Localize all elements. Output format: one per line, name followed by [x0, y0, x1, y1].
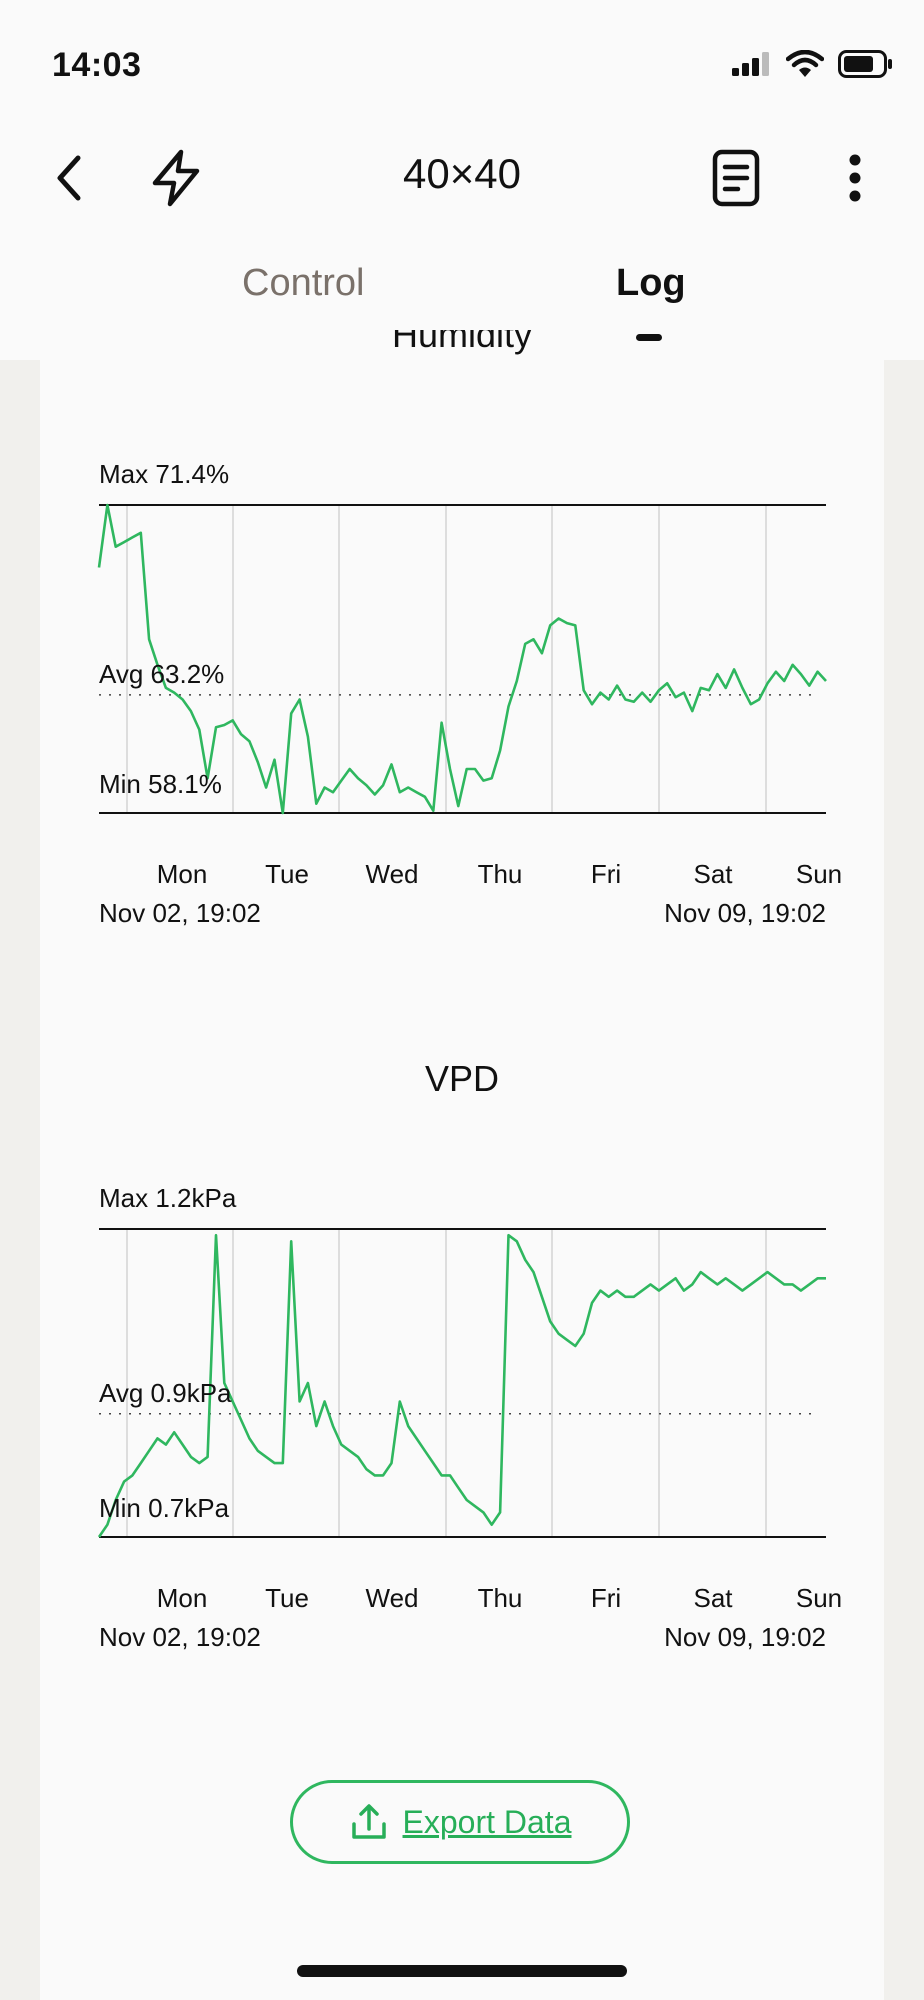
humidity-day-label-sat: Sat — [693, 859, 733, 889]
export-data-label: Export Data — [402, 1803, 572, 1840]
humidity-day-label-mon: Mon — [157, 859, 208, 889]
vpd-series-line — [97, 1233, 826, 1538]
humidity-end-label: Nov 09, 19:02 — [664, 898, 826, 928]
humidity-day-label-thu: Thu — [478, 859, 523, 889]
humidity-day-label-wed: Wed — [366, 859, 419, 889]
tab-control[interactable]: Control — [242, 262, 365, 304]
vpd-day-label-fri: Fri — [591, 1583, 621, 1613]
status-bar: 14:03 — [0, 0, 924, 130]
vpd-chart: Max 1.2kPa Avg 0.9kPa Min 0.7kPa Mon Tue Wed T… — [97, 1183, 842, 1652]
status-icons — [732, 50, 894, 78]
vpd-day-label-tue: Tue — [265, 1583, 309, 1613]
app-header — [0, 130, 924, 360]
chevron-left-icon — [57, 155, 81, 201]
vpd-avg-label: Avg 0.9kPa — [99, 1378, 232, 1408]
share-upload-icon — [351, 1804, 386, 1839]
vpd-day-label-mon: Mon — [157, 1583, 208, 1613]
wifi-icon — [786, 50, 824, 77]
document-icon — [712, 149, 760, 207]
humidity-min-label: Min 58.1% — [99, 769, 222, 799]
humidity-chart: Max 71.4% Avg 63.2% Min 58.1% Mon Tue Wed Thu F… — [97, 459, 842, 928]
notes-button[interactable] — [710, 148, 762, 208]
vpd-day-label-sun: Sun — [796, 1583, 842, 1613]
vpd-max-label: Max 1.2kPa — [99, 1183, 237, 1213]
humidity-max-label: Max 71.4% — [99, 459, 229, 489]
status-time: 14:03 — [52, 46, 142, 84]
more-options-button[interactable] — [840, 150, 870, 206]
humidity-series-line — [97, 503, 827, 815]
quick-action-button[interactable] — [146, 145, 206, 211]
vpd-min-label: Min 0.7kPa — [99, 1493, 230, 1523]
humidity-chart-title: Humidity — [391, 330, 533, 355]
lightning-bolt-icon — [152, 149, 200, 207]
vpd-chart-title: VPD — [424, 1058, 500, 1099]
vpd-day-label-wed: Wed — [366, 1583, 419, 1613]
active-tab-indicator — [636, 334, 662, 341]
page-title: 40×40 — [403, 150, 521, 197]
humidity-day-label-fri: Fri — [591, 859, 621, 889]
humidity-day-label-tue: Tue — [265, 859, 309, 889]
vpd-start-label: Nov 02, 19:02 — [99, 1622, 261, 1652]
humidity-title-clip: Humidity — [0, 330, 924, 360]
cellular-signal-icon — [732, 52, 769, 76]
log-card — [40, 360, 884, 2000]
vpd-end-label: Nov 09, 19:02 — [664, 1622, 826, 1652]
home-indicator — [297, 1965, 627, 1977]
export-data-button[interactable]: Export Data — [290, 1780, 630, 1864]
more-vertical-icon — [849, 154, 861, 202]
vpd-day-label-sat: Sat — [693, 1583, 733, 1613]
humidity-start-label: Nov 02, 19:02 — [99, 898, 261, 928]
humidity-avg-label: Avg 63.2% — [99, 659, 224, 689]
humidity-day-label-sun: Sun — [796, 859, 842, 889]
tab-log[interactable]: Log — [616, 262, 686, 304]
back-button[interactable] — [44, 150, 94, 206]
battery-icon — [838, 50, 892, 78]
vpd-day-label-thu: Thu — [478, 1583, 523, 1613]
